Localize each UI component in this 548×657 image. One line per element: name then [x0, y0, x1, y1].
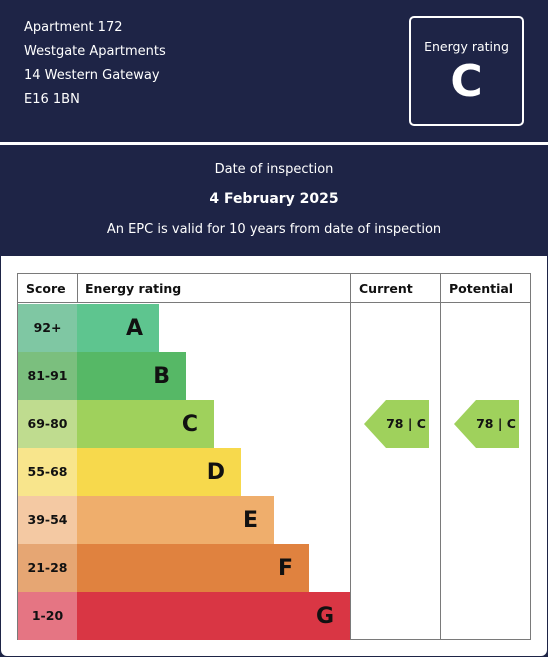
header-divider [0, 142, 548, 145]
band-score: 55-68 [18, 448, 77, 496]
epc-rating-table: Score Energy rating Current Potential 92… [17, 273, 531, 640]
address-line-3: 14 Western Gateway [24, 68, 160, 83]
column-divider [440, 274, 441, 639]
band-score: 69-80 [18, 400, 77, 448]
energy-rating-badge-value: C [450, 56, 483, 107]
band-score: 39-54 [18, 496, 77, 544]
address-postcode: E16 1BN [24, 92, 80, 107]
band-row-g: 1-20 G [18, 592, 350, 640]
address-line-1: Apartment 172 [24, 20, 123, 35]
band-bar: A [77, 304, 159, 352]
potential-rating-arrow-label: 78 | C [476, 416, 516, 431]
band-bar: F [77, 544, 309, 592]
header-underline [18, 274, 531, 303]
property-header: Apartment 172 Westgate Apartments 14 Wes… [0, 0, 548, 142]
band-bar: G [77, 592, 350, 640]
validity-note: An EPC is valid for 10 years from date o… [106, 222, 442, 237]
band-bar: D [77, 448, 241, 496]
epc-panel: Score Energy rating Current Potential 92… [1, 256, 547, 656]
band-score: 92+ [18, 304, 77, 352]
column-divider [350, 274, 351, 639]
inspection-info: Date of inspection 4 February 2025 An EP… [0, 145, 548, 256]
energy-rating-badge-label: Energy rating [424, 39, 509, 54]
current-rating-arrow-label: 78 | C [386, 416, 426, 431]
band-row-b: 81-91 B [18, 352, 350, 400]
band-row-a: 92+ A [18, 304, 350, 352]
address-line-2: Westgate Apartments [24, 44, 166, 59]
band-row-f: 21-28 F [18, 544, 350, 592]
band-row-d: 55-68 D [18, 448, 350, 496]
band-row-c: 69-80 C [18, 400, 350, 448]
property-address: Apartment 172 Westgate Apartments 14 Wes… [24, 16, 166, 112]
potential-rating-arrow: 78 | C [454, 400, 520, 448]
band-bar: E [77, 496, 274, 544]
inspection-label: Date of inspection [214, 162, 334, 177]
inspection-date: 4 February 2025 [209, 191, 339, 207]
band-score: 81-91 [18, 352, 77, 400]
band-score: 21-28 [18, 544, 77, 592]
band-bar: B [77, 352, 186, 400]
column-divider [77, 274, 78, 303]
band-bar: C [77, 400, 214, 448]
band-score: 1-20 [18, 592, 77, 640]
energy-rating-badge: Energy rating C [409, 16, 524, 126]
band-row-e: 39-54 E [18, 496, 350, 544]
current-rating-arrow: 78 | C [364, 400, 430, 448]
